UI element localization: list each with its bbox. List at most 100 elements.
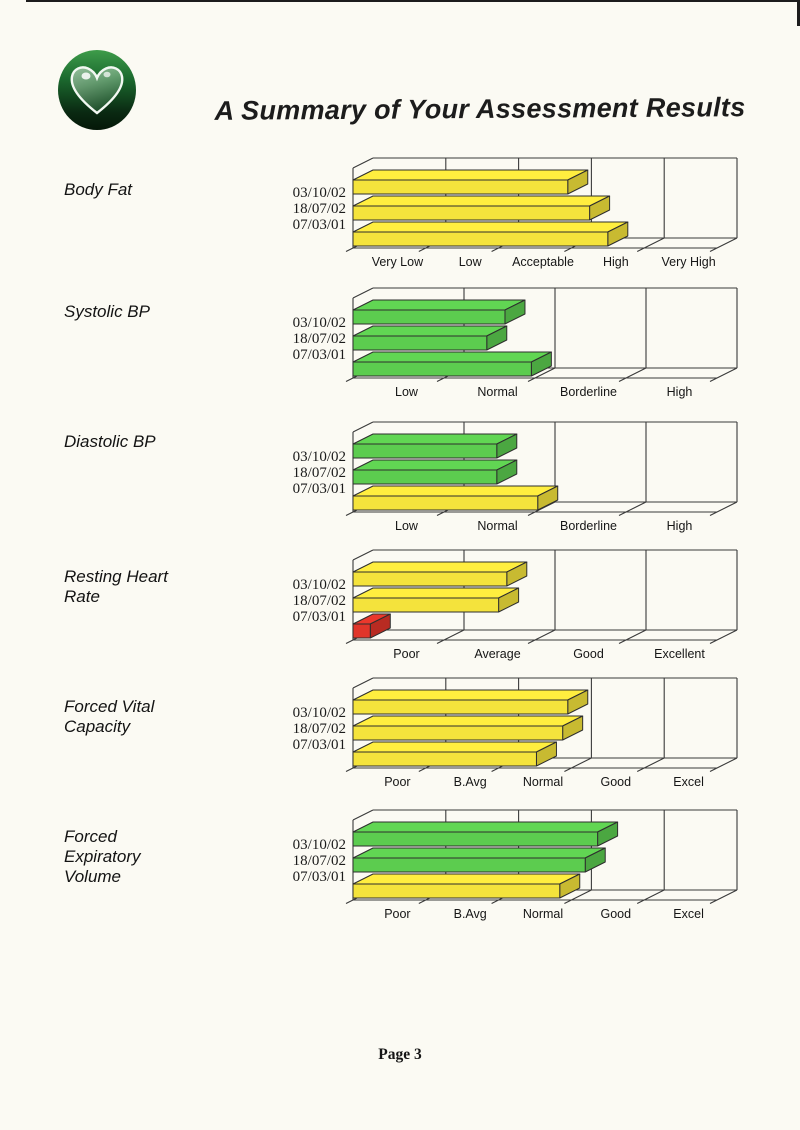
metric-label-line: Diastolic BP bbox=[64, 432, 156, 451]
chart-frame-line bbox=[352, 677, 374, 689]
chart-frame-line bbox=[618, 367, 647, 382]
category-axis-label: Excel bbox=[673, 775, 704, 789]
metric-label-line: Expiratory bbox=[64, 847, 141, 867]
date-label: 03/10/02 bbox=[293, 705, 346, 721]
date-label: 03/10/02 bbox=[293, 185, 346, 201]
category-axis-label: Poor bbox=[384, 775, 410, 789]
chart-frame-line bbox=[618, 629, 647, 644]
chart-frame-line bbox=[709, 889, 738, 904]
chart-frame-line bbox=[352, 287, 374, 299]
date-label: 18/07/02 bbox=[293, 331, 346, 347]
category-axis-label: Good bbox=[601, 775, 632, 789]
bar-18/07/02 bbox=[352, 325, 508, 351]
date-label: 07/03/01 bbox=[293, 481, 346, 497]
page-number: Page 3 bbox=[378, 1046, 422, 1063]
metric-label-line: Systolic BP bbox=[64, 302, 150, 321]
metric-label-resting-heart-rate: Resting Heart Rate bbox=[64, 567, 279, 607]
bar-03/10/02 bbox=[352, 169, 589, 195]
bar-03/10/02 bbox=[352, 433, 518, 459]
chart-frame-line bbox=[618, 501, 647, 516]
category-axis-label: Excellent bbox=[654, 647, 705, 661]
chart-frame-line bbox=[709, 501, 738, 516]
bar-07/03/01 bbox=[352, 741, 557, 767]
chart-frame-line bbox=[352, 549, 374, 561]
chart-frame-line bbox=[709, 367, 738, 382]
date-label: 07/03/01 bbox=[293, 869, 346, 885]
category-axis-label: Normal bbox=[523, 775, 563, 789]
category-axis-label: High bbox=[667, 519, 693, 533]
category-axis-label: High bbox=[603, 255, 629, 269]
category-axis-label: Normal bbox=[477, 385, 517, 399]
date-label: 18/07/02 bbox=[293, 721, 346, 737]
metric-label-body-fat: Body Fat bbox=[64, 180, 279, 200]
date-label: 18/07/02 bbox=[293, 593, 346, 609]
category-axis-label: Normal bbox=[523, 907, 563, 921]
category-axis-label: Low bbox=[395, 385, 419, 399]
bar-03/10/02 bbox=[352, 299, 526, 325]
chart-frame-line bbox=[527, 501, 556, 516]
chart-frame-line bbox=[564, 757, 592, 772]
date-label: 03/10/02 bbox=[293, 315, 346, 331]
date-label: 18/07/02 bbox=[293, 465, 346, 481]
date-label: 03/10/02 bbox=[293, 449, 346, 465]
date-label: 07/03/01 bbox=[293, 347, 346, 363]
chart-frame-line bbox=[636, 889, 665, 904]
chart-frame-line bbox=[527, 367, 556, 382]
bar-03/10/02 bbox=[352, 561, 528, 587]
chart-frame-line bbox=[709, 237, 738, 252]
category-axis-label: Normal bbox=[477, 519, 517, 533]
bar-07/03/01 bbox=[352, 485, 559, 511]
bar-03/10/02 bbox=[352, 689, 589, 715]
chart-frame-line bbox=[352, 157, 374, 169]
category-axis-label: Low bbox=[459, 255, 483, 269]
category-axis-label: Borderline bbox=[560, 519, 617, 533]
category-axis-label: B.Avg bbox=[454, 907, 487, 921]
metric-label-forced-vital-capacity: Forced Vital Capacity bbox=[64, 697, 279, 737]
metric-label-line: Resting Heart bbox=[64, 567, 168, 586]
metric-label-diastolic-bp: Diastolic BP bbox=[64, 432, 279, 452]
category-axis-label: Poor bbox=[384, 907, 410, 921]
category-axis-label: Low bbox=[395, 519, 419, 533]
date-label: 07/03/01 bbox=[293, 217, 346, 233]
chart-frame-line bbox=[352, 809, 374, 821]
bar-03/10/02 bbox=[352, 821, 619, 847]
date-label: 18/07/02 bbox=[293, 853, 346, 869]
metric-label-line: Capacity bbox=[64, 717, 131, 737]
metric-label-forced-expiratory-volume: Forced Expiratory Volume bbox=[64, 827, 279, 887]
bar-07/03/01 bbox=[352, 351, 552, 377]
chart-frame-line bbox=[436, 629, 465, 644]
metric-label-systolic-bp: Systolic BP bbox=[64, 302, 279, 322]
category-axis-label: Average bbox=[474, 647, 520, 661]
category-axis-label: Poor bbox=[393, 647, 419, 661]
chart-frame-line bbox=[636, 237, 665, 252]
category-axis-label: Good bbox=[573, 647, 604, 661]
chart-frame-line bbox=[564, 889, 592, 904]
category-axis-label: Good bbox=[601, 907, 632, 921]
date-label: 07/03/01 bbox=[293, 737, 346, 753]
category-axis-label: B.Avg bbox=[454, 775, 487, 789]
date-label: 07/03/01 bbox=[293, 609, 346, 625]
bar-07/03/01 bbox=[352, 221, 629, 247]
bar-18/07/02 bbox=[352, 847, 606, 873]
page-title: A Summary of Your Assessment Results bbox=[214, 92, 746, 126]
scan-artifact-corner bbox=[797, 0, 800, 26]
category-axis-label: High bbox=[667, 385, 693, 399]
metric-label-line: Rate bbox=[64, 587, 100, 607]
chart-frame-line bbox=[527, 629, 556, 644]
metric-label-line: Body Fat bbox=[64, 180, 133, 199]
category-axis-label: Excel bbox=[673, 907, 704, 921]
chart-frame-line bbox=[636, 757, 665, 772]
chart-frame-line bbox=[709, 629, 738, 644]
heart-logo-icon bbox=[58, 50, 136, 130]
category-axis-label: Borderline bbox=[560, 385, 617, 399]
bar-07/03/01 bbox=[352, 873, 581, 899]
chart-frame-line bbox=[709, 757, 738, 772]
metric-label-line: Volume bbox=[64, 867, 122, 887]
